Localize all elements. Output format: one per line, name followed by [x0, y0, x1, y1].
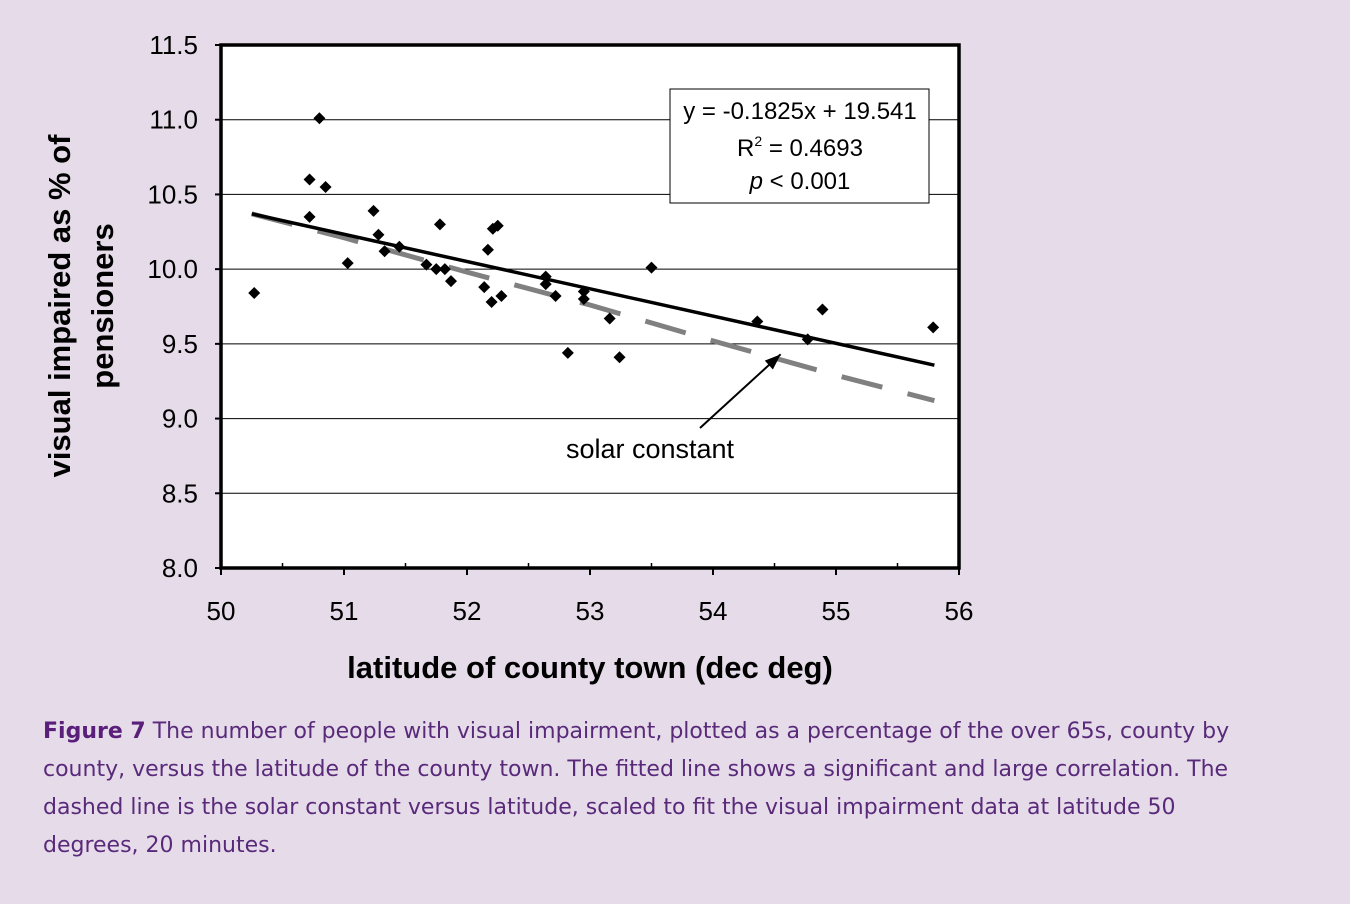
data-point-25: [577, 285, 590, 298]
figure-caption: Figure 7 The number of people with visua…: [43, 713, 1243, 865]
y-tick-label-6: 11.0: [149, 105, 198, 135]
y-tick-label-7: 11.5: [149, 30, 198, 60]
data-point-1: [303, 173, 316, 186]
data-point-30: [751, 315, 764, 328]
data-point-16: [481, 243, 494, 256]
x-tick-label-1: 51: [330, 596, 359, 626]
data-point-4: [319, 180, 332, 193]
data-point-27: [603, 312, 616, 325]
y-axis-ticks: 8.0 8.5 9.0 9.5 10.0 10.5 11.0 11.5: [147, 30, 221, 583]
x-axis-ticks: 50 51 52 53 54 55 56: [207, 563, 974, 626]
figure-label: Figure 7: [43, 719, 146, 744]
data-point-18: [491, 219, 504, 232]
data-point-10: [420, 258, 433, 271]
r-squared-value: = 0.4693: [762, 135, 863, 162]
data-point-5: [341, 257, 354, 270]
y-tick-label-5: 10.5: [147, 179, 198, 209]
data-point-0: [248, 287, 261, 300]
data-point-11: [430, 263, 443, 276]
r-squared-symbol: R: [737, 135, 754, 162]
trendline-path: [251, 212, 935, 367]
equation-box-frame: [669, 88, 930, 204]
data-point-31: [801, 333, 814, 346]
trendline: [251, 212, 935, 367]
data-point-3: [313, 112, 326, 125]
data-point-19: [485, 296, 498, 309]
p-value: < 0.001: [763, 168, 850, 195]
annotation-arrowhead: [764, 354, 781, 370]
data-point-21: [539, 270, 552, 283]
data-point-22: [539, 278, 552, 291]
data-point-33: [927, 321, 940, 334]
data-point-2: [303, 210, 316, 223]
data-point-9: [393, 240, 406, 253]
x-tick-label-3: 53: [576, 596, 605, 626]
data-point-29: [645, 261, 658, 274]
data-point-13: [438, 263, 451, 276]
data-point-32: [816, 303, 829, 316]
equation-box: y = -0.1825x + 19.541 R2 = 0.4693 p < 0.…: [669, 88, 930, 204]
solar-constant-annotation: solar constant: [566, 434, 735, 464]
trendline-equation: y = -0.1825x + 19.541: [683, 98, 917, 125]
y-axis-label-line1: visual impaired as % of: [42, 134, 77, 478]
data-point-28: [613, 351, 626, 364]
x-tick-label-5: 55: [822, 596, 851, 626]
y-tick-label-1: 8.5: [162, 478, 198, 508]
data-point-14: [445, 275, 458, 288]
p-value-label: p < 0.001: [749, 168, 851, 195]
data-point-15: [478, 281, 491, 294]
solar-constant-line: [251, 211, 936, 404]
y-tick-label-4: 10.0: [147, 254, 198, 284]
y-tick-label-2: 9.0: [162, 404, 198, 434]
x-tick-label-0: 50: [207, 596, 236, 626]
data-point-23: [549, 290, 562, 303]
x-tick-label-2: 52: [453, 596, 482, 626]
x-tick-label-4: 54: [699, 596, 728, 626]
data-point-24: [561, 346, 574, 359]
data-point-8: [378, 245, 391, 258]
data-point-6: [367, 204, 380, 217]
y-tick-label-3: 9.5: [162, 329, 198, 359]
r-squared-label: R2 = 0.4693: [737, 133, 863, 162]
r-squared-superscript: 2: [754, 133, 762, 149]
solar-constant-path: [251, 211, 936, 404]
p-symbol: p: [749, 168, 763, 195]
data-point-12: [433, 218, 446, 231]
data-point-20: [495, 290, 508, 303]
y-tick-label-0: 8.0: [162, 553, 198, 583]
y-axis-label-line2: pensioners: [85, 223, 120, 388]
figure-caption-text: The number of people with visual impairm…: [43, 719, 1230, 858]
data-points: [248, 112, 940, 364]
data-point-26: [577, 293, 590, 306]
annotation-arrow: [699, 353, 782, 429]
x-tick-label-6: 56: [945, 596, 974, 626]
data-point-7: [372, 228, 385, 241]
x-axis-label: latitude of county town (dec deg): [347, 650, 833, 685]
